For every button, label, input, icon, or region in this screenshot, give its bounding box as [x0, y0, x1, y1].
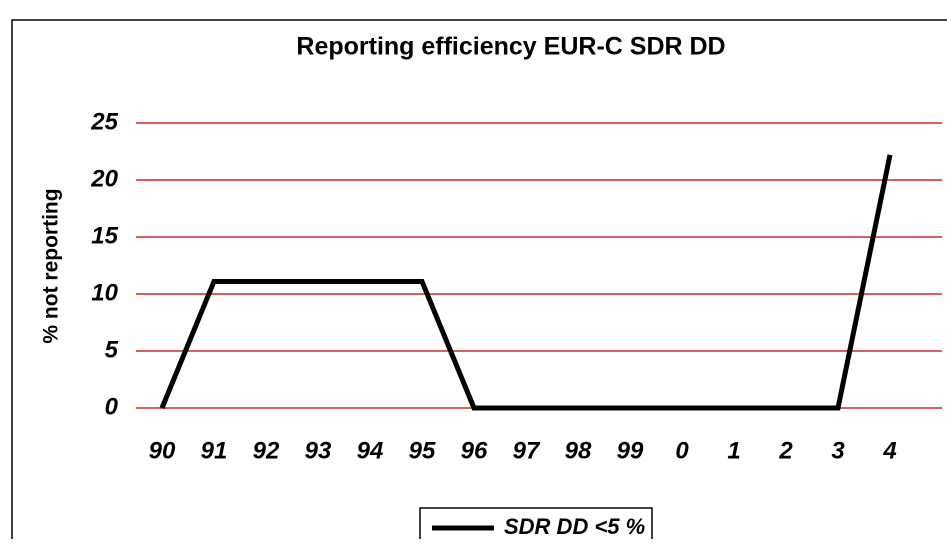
y-tick-label: 10	[91, 279, 118, 306]
line-series	[159, 154, 893, 411]
x-tick-label: 92	[253, 437, 280, 464]
x-tick-label: 93	[305, 437, 332, 464]
x-tick-label: 91	[201, 437, 228, 464]
y-tick-label: 15	[91, 222, 118, 249]
x-tick-label: 99	[617, 437, 644, 464]
x-tick-label: 94	[357, 437, 384, 464]
y-axis-label: % not reporting	[40, 188, 63, 343]
x-tick-label: 2	[778, 437, 793, 464]
chart-frame	[11, 19, 947, 544]
x-tick-label: 3	[831, 437, 845, 464]
chart-title: Reporting efficiency EUR-C SDR DD	[296, 33, 725, 61]
x-tick-label: 0	[675, 437, 689, 464]
x-tick-label: 95	[409, 437, 436, 464]
x-tick-label: 90	[149, 437, 176, 464]
x-tick-label: 1	[727, 437, 740, 464]
y-tick-label: 5	[105, 336, 119, 363]
x-tick-label: 98	[565, 437, 592, 464]
y-tick-label: 0	[105, 393, 119, 420]
y-tick-label: 25	[90, 108, 118, 135]
x-tick-label: 97	[513, 437, 541, 464]
x-tick-label: 96	[461, 437, 488, 464]
x-tick-label: 4	[882, 437, 896, 464]
y-tick-label: 20	[90, 165, 118, 192]
legend-label: SDR DD <5 %	[504, 514, 645, 539]
